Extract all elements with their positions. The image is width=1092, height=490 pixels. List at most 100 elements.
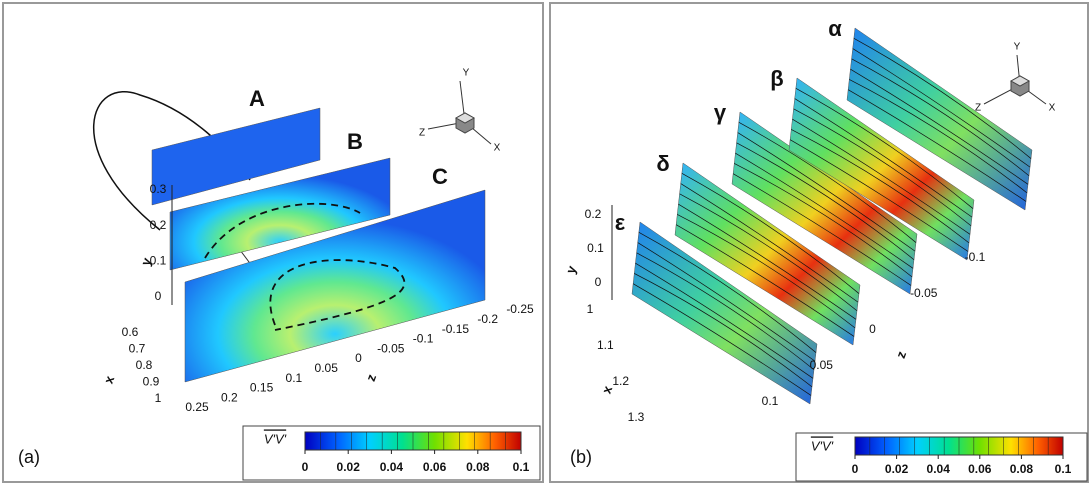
slice [846,27,1033,211]
streamline [850,68,1029,185]
colorbar-tick-label: 0.08 [1010,462,1034,476]
x-tick-label: 1.3 [628,410,645,424]
slice-label: δ [656,151,669,176]
colorbar-tick-label: 0.08 [466,460,490,474]
streamline [735,152,914,269]
slice [731,111,918,295]
streamline [677,214,856,329]
triad-label: X [1049,103,1056,114]
z-tick-label: 0.2 [221,390,238,404]
panel-frame [549,2,1089,483]
streamline [637,242,816,362]
colorbar-tick-label: 0.02 [885,462,909,476]
colorbar-tick-label: 0 [852,462,859,476]
streamline [638,231,817,353]
x-tick-label: 0.8 [136,358,153,372]
streamline [675,224,855,337]
triad-label: X [494,143,501,154]
z-tick-label: 0.25 [185,400,209,414]
x-tick-label: 0.9 [143,375,160,389]
colorbar-title: V'V' [811,438,834,453]
slice [169,157,391,271]
z-tick-label: -0.2 [477,312,498,326]
streamline [680,183,859,303]
streamline [738,121,917,243]
z-axis-title: z [363,372,379,384]
y-tick-label: 0.1 [150,254,167,268]
streamline [853,37,1032,159]
x-tick-label: 1 [155,391,162,405]
triad-label: Z [975,103,981,114]
y-tick-label: 0 [595,275,602,289]
colorbar-tick-label: 0.1 [1055,462,1072,476]
slice-label: γ [714,100,727,125]
streamline [852,48,1031,168]
z-tick-label: 0 [869,322,876,336]
triad-label: Y [1014,42,1021,53]
contour [269,259,406,331]
y-tick-label: 0.2 [585,207,602,221]
z-tick-label: -0.05 [910,286,938,300]
streamline [636,252,815,370]
streamline [734,163,913,278]
panel-label: (a) [18,447,40,467]
slice-label: C [432,164,448,189]
x-tick-label: 0.6 [122,325,139,339]
colorbar-title: V'V' [264,431,287,446]
y-tick-label: 0.2 [150,218,167,232]
z-tick-label: 0.1 [762,394,779,408]
streamline [632,283,812,396]
streamline [795,87,974,209]
x-tick-label: 0.7 [129,342,146,356]
streamline [736,142,915,260]
slice-label: β [770,66,783,91]
slice-label: A [249,86,265,111]
slice [184,189,486,383]
streamline [849,79,1028,194]
streamline [678,203,857,320]
streamline [792,118,971,235]
triad-cube-top [1009,75,1031,87]
z-tick-label: 0.05 [810,358,834,372]
colorbar-tick-label: 0.04 [380,460,404,474]
z-tick-label: 0.15 [250,381,274,395]
slice-label: B [347,129,363,154]
y-tick-label: 0.3 [150,182,167,196]
streamline [791,129,970,244]
z-tick-label: 0.1 [286,371,303,385]
z-tick-label: 0.05 [315,361,339,375]
slice [631,221,818,405]
streamline [789,139,969,252]
slice [788,77,975,261]
y-tick-label: 0.1 [587,241,604,255]
colorbar-tick-label: 0.06 [423,460,447,474]
slice-label: α [828,16,842,41]
triad-label: Z [419,128,425,139]
streamline [681,172,860,294]
colorbar-tick-label: 0 [302,460,309,474]
x-tick-label: 1 [587,302,594,316]
contour [204,202,361,259]
x-tick-label: 1.2 [612,374,629,388]
streamline [634,273,813,388]
panel-label: (b) [570,447,592,467]
streamline [737,132,916,252]
triad-label: Y [463,68,470,79]
streamline [847,89,1027,202]
colorbar-tick-label: 0.06 [968,462,992,476]
z-tick-label: 0 [355,351,362,365]
slice [674,162,861,346]
z-tick-label: -0.25 [506,302,534,316]
streamline [793,108,972,226]
triad-cube-top [454,112,476,124]
streamline [794,98,973,218]
z-tick-label: -0.05 [377,341,405,355]
z-tick-label: -0.15 [442,322,470,336]
slice [151,107,321,206]
streamline [732,173,912,286]
x-tick-label: 1.1 [597,338,614,352]
streamline [679,193,858,311]
streamline [635,262,814,379]
z-tick-label: -0.1 [413,332,434,346]
